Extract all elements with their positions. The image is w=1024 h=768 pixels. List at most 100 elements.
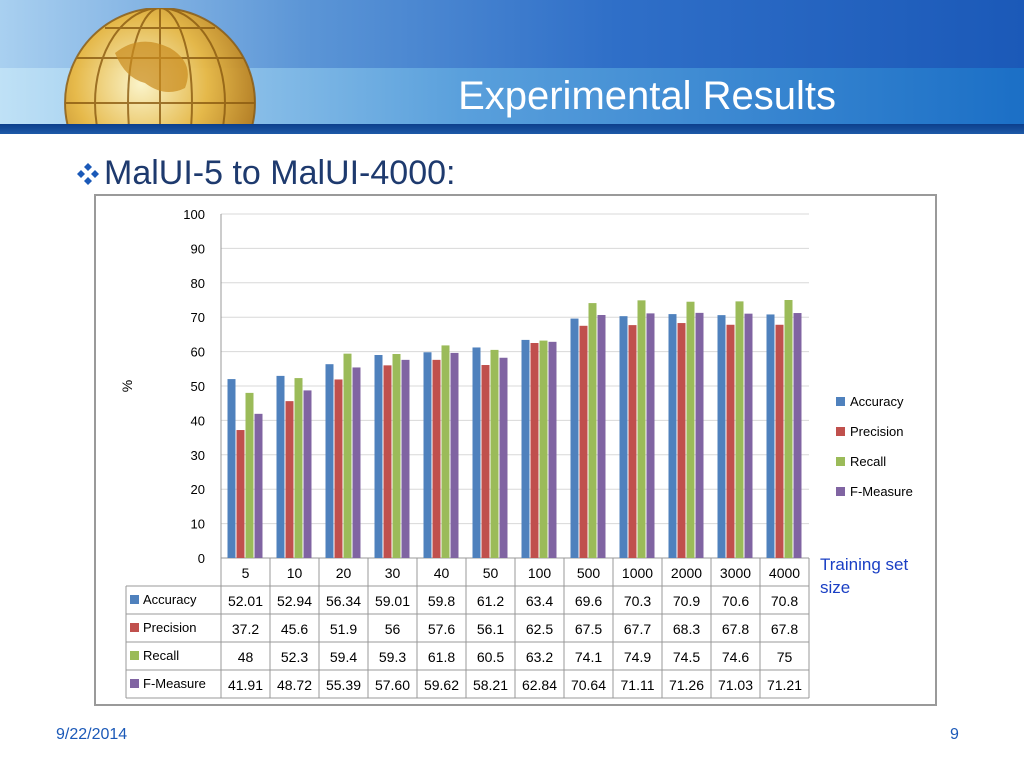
bar-recall-500	[588, 303, 597, 558]
data-label: 75	[777, 649, 793, 665]
data-label: 52.01	[228, 593, 263, 609]
diamond-bullet-icon	[77, 162, 99, 185]
data-label: 57.60	[375, 677, 410, 693]
bar-f-measure-40	[450, 352, 459, 558]
bar-accuracy-100	[521, 339, 530, 558]
data-label: 58.21	[473, 677, 508, 693]
slide-title: Experimental Results	[458, 74, 836, 118]
y-tick-label: 80	[191, 276, 205, 291]
legend-label: Recall	[850, 454, 886, 469]
data-label: 59.4	[330, 649, 357, 665]
y-tick-label: 10	[191, 517, 205, 532]
legend-swatch	[130, 651, 139, 660]
bar-precision-40	[432, 359, 441, 558]
data-label: 67.5	[575, 621, 602, 637]
y-tick-label: 90	[191, 241, 205, 256]
bar-precision-1000	[628, 325, 637, 558]
data-label: 70.3	[624, 593, 651, 609]
bar-accuracy-40	[423, 352, 432, 558]
slide-header: Experimental Results	[0, 0, 1024, 124]
data-label: 68.3	[673, 621, 700, 637]
bar-f-measure-5	[254, 413, 263, 558]
bar-recall-5	[245, 392, 254, 558]
data-label: 48.72	[277, 677, 312, 693]
bullet-point: MalUI-5 to MalUI-4000:	[76, 154, 455, 193]
legend-label: F-Measure	[850, 484, 913, 499]
data-label: 70.6	[722, 593, 749, 609]
x-tick-label: 10	[287, 565, 303, 581]
bar-recall-1000	[637, 300, 646, 558]
data-label: 52.94	[277, 593, 312, 609]
legend-label: Precision	[850, 424, 903, 439]
bar-f-measure-30	[401, 359, 410, 558]
legend-swatch	[836, 427, 845, 436]
y-tick-label: 40	[191, 413, 205, 428]
data-label: 61.2	[477, 593, 504, 609]
data-label: 70.9	[673, 593, 700, 609]
legend-swatch	[130, 679, 139, 688]
data-label: 60.5	[477, 649, 504, 665]
data-label: 63.2	[526, 649, 553, 665]
data-label: 41.91	[228, 677, 263, 693]
globe-logo-icon	[64, 8, 256, 124]
bar-recall-4000	[784, 300, 793, 558]
data-label: 61.8	[428, 649, 455, 665]
data-label: 59.01	[375, 593, 410, 609]
chart-frame: 0 10 20 30 40 50 60 70 80 90 100% 5 10 20 30 40 50 100 500…	[94, 194, 937, 706]
legend-swatch	[836, 397, 845, 406]
data-label: 67.8	[771, 621, 798, 637]
table-row-label: Recall	[143, 648, 179, 663]
x-tick-label: 30	[385, 565, 401, 581]
y-axis-label: %	[119, 380, 135, 392]
x-tick-label: 500	[577, 565, 601, 581]
bar-accuracy-30	[374, 355, 383, 558]
data-label: 45.6	[281, 621, 308, 637]
data-label: 74.1	[575, 649, 602, 665]
bar-f-measure-4000	[793, 313, 802, 558]
x-tick-label: 50	[483, 565, 499, 581]
bar-f-measure-100	[548, 341, 557, 558]
data-label: 71.26	[669, 677, 704, 693]
data-label: 62.84	[522, 677, 557, 693]
data-label: 67.7	[624, 621, 651, 637]
y-tick-label: 70	[191, 310, 205, 325]
bar-chart: 0 10 20 30 40 50 60 70 80 90 100% 5 10 20 30 40 50 100 500…	[119, 207, 913, 699]
y-tick-label: 0	[198, 551, 205, 566]
data-label: 51.9	[330, 621, 357, 637]
bar-recall-3000	[735, 301, 744, 558]
data-label: 59.3	[379, 649, 406, 665]
x-axis-caption: Training set size	[820, 555, 909, 597]
bar-accuracy-2000	[668, 314, 677, 558]
data-label: 74.6	[722, 649, 749, 665]
legend-swatch	[130, 595, 139, 604]
x-tick-label: 20	[336, 565, 352, 581]
data-label: 59.8	[428, 593, 455, 609]
bar-precision-3000	[726, 324, 735, 558]
bar-precision-5	[236, 430, 245, 558]
bar-accuracy-500	[570, 318, 579, 558]
bar-precision-500	[579, 325, 588, 558]
data-label: 57.6	[428, 621, 455, 637]
table-row-label: F-Measure	[143, 676, 206, 691]
bar-precision-20	[334, 379, 343, 558]
legend-label: Accuracy	[850, 394, 904, 409]
data-label: 63.4	[526, 593, 553, 609]
bar-recall-2000	[686, 301, 695, 558]
slide-subtitle: MalUI-5 to MalUI-4000:	[104, 154, 456, 192]
footer-date: 9/22/2014	[56, 726, 128, 743]
data-label: 71.21	[767, 677, 802, 693]
bar-accuracy-20	[325, 364, 334, 558]
table-row-label: Precision	[143, 620, 196, 635]
data-label: 55.39	[326, 677, 361, 693]
data-label: 74.5	[673, 649, 700, 665]
x-tick-label: 100	[528, 565, 552, 581]
bar-recall-50	[490, 349, 499, 558]
bar-accuracy-5	[227, 379, 236, 558]
legend-swatch	[836, 457, 845, 466]
header-divider	[0, 124, 1024, 134]
bar-f-measure-1000	[646, 313, 655, 558]
bar-f-measure-2000	[695, 312, 704, 558]
bar-recall-40	[441, 345, 450, 558]
bar-precision-10	[285, 401, 294, 558]
bar-precision-50	[481, 365, 490, 558]
